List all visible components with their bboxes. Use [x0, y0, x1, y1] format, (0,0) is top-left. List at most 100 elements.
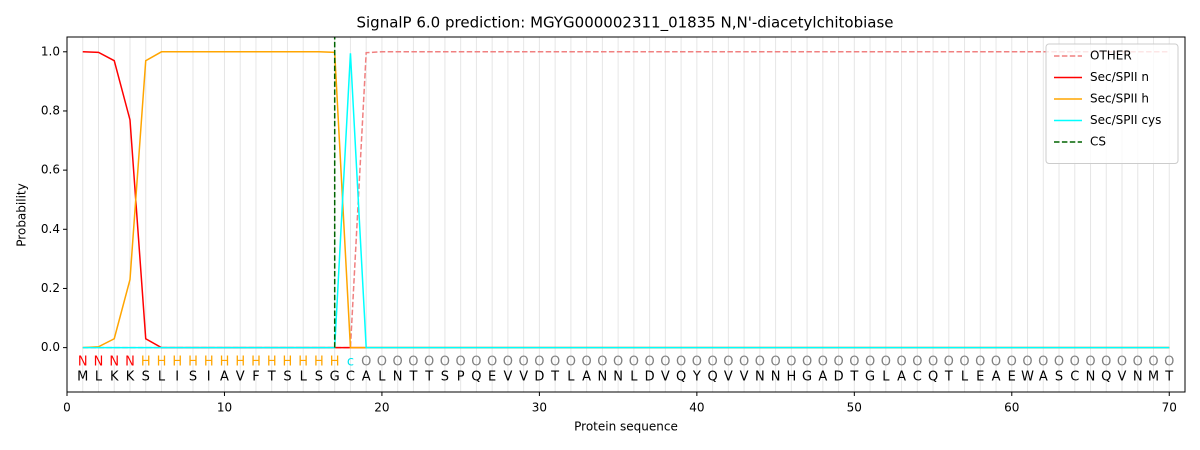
residue: N	[1133, 370, 1143, 385]
residue: Q	[707, 370, 717, 385]
residue-label: O	[613, 354, 623, 369]
y-axis-label: Probability	[15, 183, 29, 246]
residue: L	[300, 370, 308, 385]
residue-label: O	[1117, 354, 1127, 369]
residue: G	[330, 370, 340, 385]
residue: C	[346, 370, 355, 385]
x-tick-label: 20	[374, 401, 389, 415]
residue-label: O	[944, 354, 954, 369]
residue: V	[1118, 370, 1127, 385]
residue-label: O	[393, 354, 403, 369]
residue: I	[207, 370, 211, 385]
residue-label: O	[707, 354, 717, 369]
residue: A	[897, 370, 906, 385]
residue-label: N	[78, 354, 88, 369]
residue: Y	[692, 370, 701, 385]
residue: D	[834, 370, 844, 385]
residue-label: O	[770, 354, 780, 369]
legend-label: Sec/SPII h	[1090, 92, 1149, 106]
residue-label: O	[566, 354, 576, 369]
residue-label: O	[786, 354, 796, 369]
residue-label: O	[912, 354, 922, 369]
residue-label: O	[739, 354, 749, 369]
residue-label: O	[928, 354, 938, 369]
residue-label: H	[267, 354, 277, 369]
residue-label: O	[896, 354, 906, 369]
residue-label: H	[157, 354, 167, 369]
residue: V	[740, 370, 749, 385]
residue: N	[598, 370, 608, 385]
residue: M	[77, 370, 88, 385]
y-tick-label: 0.6	[41, 163, 60, 177]
residue-label: O	[377, 354, 387, 369]
residue: K	[126, 370, 135, 385]
series-line	[82, 51, 1170, 349]
residue-label: N	[94, 354, 104, 369]
residue: S	[1055, 370, 1063, 385]
residue-label: N	[125, 354, 135, 369]
x-tick-label: 50	[847, 401, 862, 415]
residue-label: H	[251, 354, 261, 369]
residue-label: O	[503, 354, 513, 369]
x-tick-label: 0	[63, 401, 71, 415]
y-tick-label: 1.0	[41, 44, 60, 58]
residue-label: O	[597, 354, 607, 369]
residue: L	[630, 370, 638, 385]
residue: Q	[928, 370, 938, 385]
residue: A	[582, 370, 591, 385]
residue-label: O	[833, 354, 843, 369]
residue-label: O	[629, 354, 639, 369]
residue-label: O	[582, 354, 592, 369]
residue: A	[818, 370, 827, 385]
residue: A	[362, 370, 371, 385]
residue-label: O	[723, 354, 733, 369]
residue-label: O	[440, 354, 450, 369]
residue-label: H	[204, 354, 214, 369]
residue: C	[913, 370, 922, 385]
residue: S	[142, 370, 150, 385]
residue-label: O	[1148, 354, 1158, 369]
residue-label: c	[347, 354, 354, 369]
y-tick-label: 0.8	[41, 103, 60, 117]
residue-label: O	[534, 354, 544, 369]
residue-label: O	[1038, 354, 1048, 369]
residue-label: H	[314, 354, 324, 369]
x-tick-label: 70	[1162, 401, 1177, 415]
residue: N	[755, 370, 765, 385]
residue: S	[189, 370, 197, 385]
residue-label: H	[188, 354, 198, 369]
residue-label: O	[550, 354, 560, 369]
residue: N	[1086, 370, 1096, 385]
residue: V	[519, 370, 528, 385]
residue: M	[1148, 370, 1159, 385]
residue: S	[283, 370, 291, 385]
residue: P	[457, 370, 465, 385]
residue: T	[424, 370, 433, 385]
y-tick-label: 0.4	[41, 222, 60, 236]
residue: T	[267, 370, 276, 385]
residue: A	[220, 370, 229, 385]
residue-label: H	[172, 354, 182, 369]
residue-label: O	[1101, 354, 1111, 369]
residue: V	[503, 370, 512, 385]
residue: L	[95, 370, 103, 385]
residue: A	[1039, 370, 1048, 385]
x-axis-label: Protein sequence	[574, 420, 678, 434]
residue: D	[534, 370, 544, 385]
x-tick-label: 10	[217, 401, 232, 415]
residue-label: N	[109, 354, 119, 369]
residue: F	[252, 370, 259, 385]
residue: Q	[1101, 370, 1111, 385]
residue-label: O	[849, 354, 859, 369]
residue: E	[1008, 370, 1016, 385]
plot-frame	[66, 36, 1186, 393]
residue: L	[158, 370, 166, 385]
residue-label: O	[424, 354, 434, 369]
residue: Q	[471, 370, 481, 385]
residue: S	[441, 370, 449, 385]
residue: T	[1164, 370, 1173, 385]
residue-label: O	[692, 354, 702, 369]
residue: L	[882, 370, 890, 385]
x-tick-label: 40	[689, 401, 704, 415]
residue: N	[613, 370, 623, 385]
